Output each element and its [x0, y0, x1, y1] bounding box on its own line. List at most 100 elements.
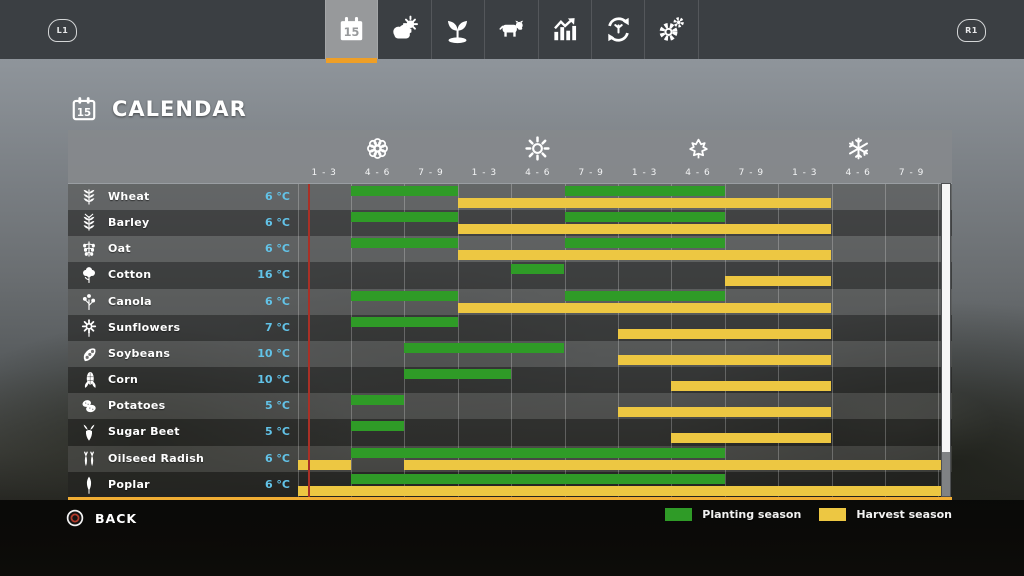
top-menu-bar: L1 R1: [0, 0, 1024, 63]
harvest-season-bar: [617, 354, 832, 365]
tab-statistics[interactable]: [539, 0, 592, 59]
legend: Planting season Harvest season: [665, 508, 952, 521]
period-label: 7 - 9: [738, 168, 765, 178]
oilseed-radish-icon: [79, 449, 99, 469]
harvest-season-bar: [457, 224, 832, 235]
tab-weather[interactable]: [378, 0, 432, 59]
crop-name: Wheat: [108, 190, 150, 203]
period-label: 7 - 9: [578, 168, 604, 178]
crop-name: Canola: [108, 294, 152, 308]
panel-bottom-accent: [68, 497, 952, 500]
current-date-marker: [307, 184, 310, 497]
scrollbar-thumb[interactable]: [942, 184, 950, 452]
planting-season-bar: [350, 290, 458, 301]
harvest-season-bar: [457, 302, 832, 313]
planting-season-bar: [511, 264, 565, 275]
crop-row-soybeans: Soybeans 10 °C: [68, 340, 952, 368]
tab-settings[interactable]: [645, 0, 699, 59]
potatoes-icon: [79, 396, 99, 416]
crop-name: Cotton: [108, 268, 152, 282]
canola-icon: [79, 292, 99, 312]
sun-icon: [524, 135, 551, 162]
crop-row-corn: Corn 10 °C: [68, 367, 952, 394]
harvest-season-bar: [297, 485, 945, 496]
statistics-icon: [549, 14, 580, 45]
grid-column-separator: [511, 184, 513, 497]
back-button[interactable]: BACK: [66, 509, 137, 527]
harvest-season-bar: [617, 407, 832, 418]
calendar-icon: [336, 14, 367, 45]
selected-tab-underline: [326, 58, 378, 63]
grid-column-separator: [938, 184, 940, 497]
shoulder-button-r1: R1: [957, 19, 986, 42]
crop-row-sunflowers: Sunflowers 7 °C: [68, 314, 952, 341]
tab-crops[interactable]: [432, 0, 486, 59]
crop-name: Corn: [108, 373, 139, 387]
crop-germination-temperature: 10 °C: [257, 346, 290, 360]
crop-germination-temperature: 5 °C: [264, 425, 290, 439]
crop-germination-temperature: 7 °C: [264, 320, 290, 334]
planting-season-bar: [350, 238, 458, 249]
tab-calendar[interactable]: [325, 0, 379, 63]
page-title: CALENDAR: [112, 97, 247, 121]
planting-season-bar: [564, 290, 725, 301]
crop-name: Soybeans: [108, 346, 171, 360]
calendar-title-icon: [70, 95, 98, 123]
crop-row-oilseed-radish: Oilseed Radish 6 °C: [68, 445, 952, 472]
harvest-season-bar: [671, 381, 832, 392]
oat-icon: [79, 239, 99, 259]
crop-germination-temperature: 10 °C: [257, 373, 290, 387]
planting-season-bar: [350, 316, 458, 327]
corn-icon: [79, 370, 99, 390]
harvest-season-bar: [671, 433, 832, 444]
crop-row-potatoes: Potatoes 5 °C: [68, 393, 952, 420]
vertical-scrollbar[interactable]: [941, 183, 951, 497]
grid-column-separator: [404, 184, 406, 497]
crop-row-cotton: Cotton 16 °C: [68, 262, 952, 289]
crop-germination-temperature: 16 °C: [257, 268, 290, 282]
crop-name: Barley: [108, 216, 150, 230]
period-label: 1 - 3: [471, 168, 498, 178]
period-label: 7 - 9: [418, 168, 444, 178]
grid-column-separator: [564, 184, 566, 497]
sunflowers-icon: [79, 318, 99, 338]
crop-name: Sunflowers: [108, 320, 181, 334]
circle-button-icon: [66, 509, 84, 527]
period-label: 1 - 3: [792, 168, 818, 178]
planting-season-bar: [350, 212, 458, 223]
harvest-season-bar: [297, 459, 351, 470]
harvest-season-label: Harvest season: [856, 508, 952, 521]
crop-germination-temperature: 6 °C: [264, 216, 290, 230]
crop-row-poplar: Poplar 6 °C: [68, 471, 952, 498]
production-icon: [603, 14, 634, 45]
planting-season-bar: [404, 342, 565, 353]
crop-name: Oilseed Radish: [108, 451, 205, 465]
grid-column-separator: [831, 184, 833, 497]
crop-name: Poplar: [108, 477, 150, 491]
tab-production[interactable]: [592, 0, 646, 59]
crop-row-oat: Oat 6 °C: [68, 236, 952, 263]
planting-season-bar: [564, 186, 725, 196]
shoulder-button-l1: L1: [48, 19, 77, 42]
grid-column-separator: [778, 184, 780, 497]
harvest-season-bar: [457, 198, 832, 208]
harvest-season-bar: [617, 328, 832, 339]
footer-bar: BACK Planting season Harvest season: [0, 500, 1024, 576]
tab-animals[interactable]: [485, 0, 539, 59]
calendar-panel: 1 - 3 4 - 6 7 - 9 1 - 3 4 - 6 7 - 9 1 - 3 4 - 6…: [68, 130, 952, 500]
wheat-icon: [79, 187, 99, 207]
calendar-header: 1 - 3 4 - 6 7 - 9 1 - 3 4 - 6 7 - 9 1 - 3 4 - 6…: [68, 130, 952, 183]
crop-germination-temperature: 6 °C: [264, 294, 290, 308]
weather-icon: [389, 14, 420, 45]
crop-germination-temperature: 5 °C: [264, 399, 290, 413]
planting-season-label: Planting season: [702, 508, 802, 521]
maple-leaf-icon: [685, 135, 712, 162]
harvest-season-bar: [404, 459, 945, 470]
period-label: 1 - 3: [311, 168, 337, 178]
settings-icon: [656, 14, 687, 45]
period-label: 4 - 6: [685, 168, 711, 178]
calendar-body: Wheat 6 °C Barley 6 °C Oat 6 °C Cotton 16 °C Can…: [68, 183, 952, 498]
crop-row-barley: Barley 6 °C: [68, 210, 952, 237]
page-header: CALENDAR: [70, 95, 247, 123]
menu-tabs: [325, 0, 699, 63]
